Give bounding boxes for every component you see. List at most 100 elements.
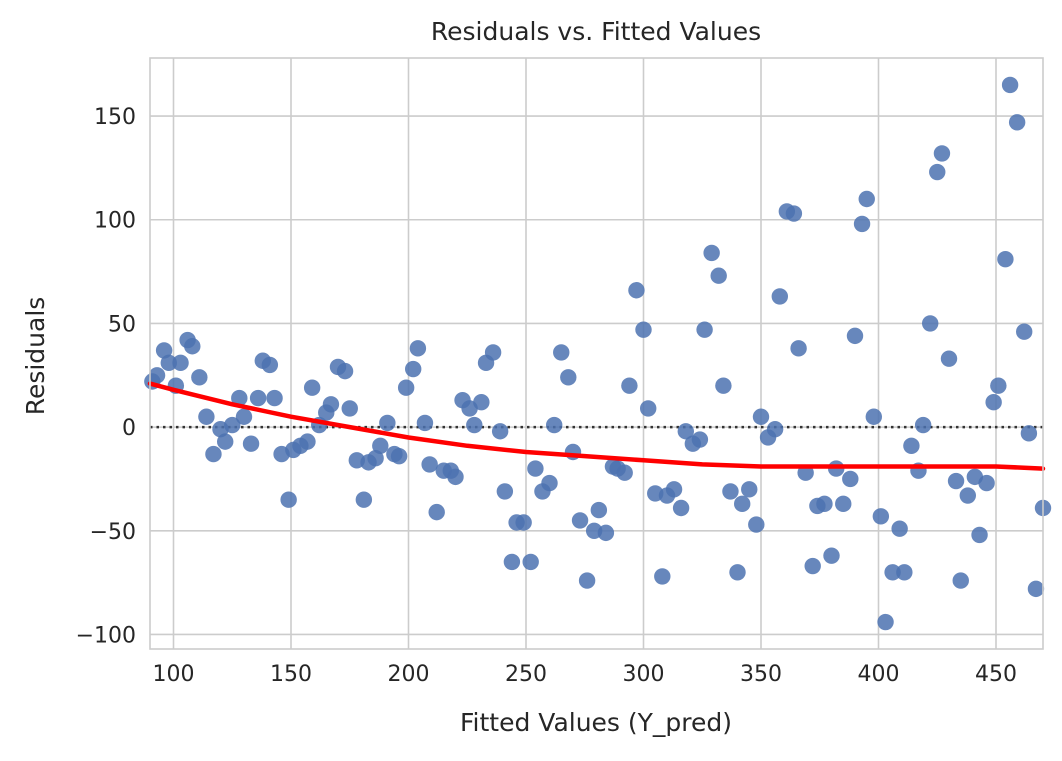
scatter-point [940, 350, 958, 367]
scatter-point [235, 408, 253, 425]
x-tick-label: 250 [505, 662, 547, 687]
scatter-point [952, 572, 969, 589]
scatter-point [249, 389, 267, 407]
scatter-point [621, 377, 638, 394]
scatter-point [336, 362, 354, 380]
scatter-point [766, 420, 784, 438]
scatter-point [1027, 580, 1045, 598]
y-tick-label: 100 [94, 209, 136, 234]
x-tick-label: 450 [975, 662, 1017, 687]
scatter-point [280, 491, 297, 508]
scatter-point [628, 282, 645, 299]
scatter-point [816, 495, 833, 513]
scatter-point [691, 431, 709, 448]
scatter-point [242, 435, 260, 452]
scatter-point [503, 553, 521, 571]
scatter-point [184, 338, 201, 355]
scatter-point [224, 416, 241, 434]
scatter-point [842, 470, 859, 488]
x-axis-label: Fitted Values (Y_pred) [460, 708, 732, 737]
scatter-point [299, 433, 316, 450]
scatter-point [491, 423, 509, 440]
scatter-point [672, 499, 690, 517]
scatter-point [322, 396, 340, 413]
scatter-point [379, 414, 396, 432]
scatter-point [665, 481, 683, 498]
scatter-point [997, 250, 1014, 268]
scatter-point [1008, 114, 1026, 131]
scatter-point [896, 564, 913, 581]
scatter-point [341, 400, 358, 417]
y-tick-label: 50 [108, 312, 136, 337]
scatter-point [914, 416, 932, 434]
scatter-point [597, 524, 615, 542]
scatter-point [405, 360, 422, 378]
scatter-point [696, 321, 713, 338]
scatter-point [891, 520, 908, 537]
scatter-point [741, 481, 758, 498]
scatter-point [947, 472, 965, 490]
gridlines [150, 58, 1043, 649]
x-tick-label: 400 [858, 662, 900, 687]
scatter-point [959, 487, 976, 504]
scatter-point [635, 321, 652, 338]
scatter-point [428, 503, 445, 521]
scatter-point [421, 456, 438, 473]
scatter-point [355, 491, 373, 508]
scatter-point [804, 557, 821, 575]
y-tick-labels: −100 −50 0 50 100 150 [76, 105, 136, 648]
scatter-point [734, 495, 751, 513]
scatter-point [155, 342, 173, 359]
scatter-point [1020, 425, 1038, 442]
scatter-point [771, 288, 788, 305]
plot-background [150, 58, 1043, 649]
scatter-point [853, 215, 871, 233]
scatter-point [752, 408, 770, 425]
scatter-point [654, 568, 671, 585]
scatter-point [835, 495, 852, 513]
lowess-curve-group [147, 381, 1046, 471]
scatter-point [390, 447, 408, 465]
y-axis-label: Residuals [21, 297, 50, 416]
scatter-point [372, 437, 389, 454]
scatter-point [261, 356, 279, 374]
scatter-point [710, 267, 727, 284]
scatter-point [865, 408, 882, 425]
scatter-point [846, 327, 864, 345]
scatter-point [496, 483, 514, 500]
scatter-point [160, 354, 177, 372]
scatter-point [590, 501, 608, 519]
x-tick-label: 150 [270, 662, 312, 687]
scatter-point [978, 474, 995, 492]
scatter-point [677, 423, 694, 440]
scatter-point [703, 244, 720, 262]
scatter-point [522, 553, 539, 571]
y-tick-label: 0 [122, 416, 136, 441]
scatter-point [858, 190, 875, 208]
scatter-point [823, 547, 840, 564]
scatter-point [903, 437, 920, 454]
scatter-point [303, 379, 321, 396]
scatter-point [205, 445, 222, 463]
scatter-point [877, 613, 894, 631]
x-tick-label: 200 [388, 662, 430, 687]
scatter-point [922, 315, 939, 332]
scatter-point [172, 354, 189, 372]
scatter-point [571, 512, 589, 529]
plot-frame [149, 57, 1044, 650]
scatter-point [990, 377, 1007, 394]
scatter-point [785, 205, 803, 222]
scatter-point [553, 344, 570, 361]
y-tick-label: 150 [94, 105, 136, 130]
scatter-point [484, 344, 502, 361]
scatter-point [729, 564, 746, 581]
scatter-point [409, 340, 427, 357]
scatter-point [722, 483, 739, 500]
scatter-point [198, 408, 215, 425]
scatter-point [872, 508, 890, 525]
scatter-point [1001, 76, 1019, 94]
scatter-point [447, 468, 464, 486]
scatter-point [466, 416, 483, 434]
scatter-point [616, 464, 633, 481]
scatter-point [560, 369, 577, 386]
